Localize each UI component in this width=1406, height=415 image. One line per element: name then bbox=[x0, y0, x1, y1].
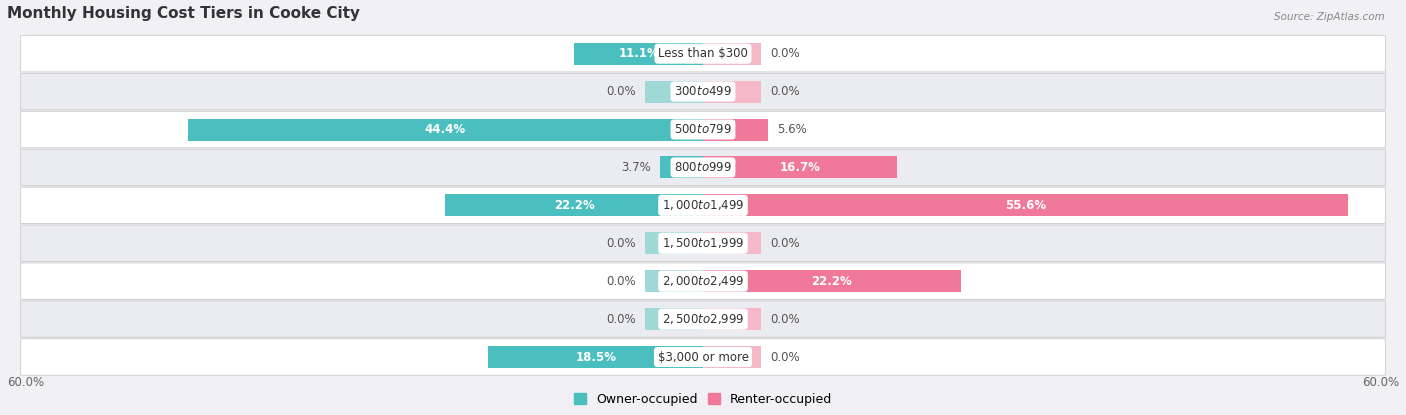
Text: $2,500 to $2,999: $2,500 to $2,999 bbox=[662, 312, 744, 326]
Text: 3.7%: 3.7% bbox=[621, 161, 651, 174]
Text: 0.0%: 0.0% bbox=[770, 237, 800, 250]
Text: $800 to $999: $800 to $999 bbox=[673, 161, 733, 174]
Bar bbox=[488, 346, 703, 368]
Bar bbox=[645, 270, 703, 292]
Text: 0.0%: 0.0% bbox=[770, 351, 800, 364]
Bar bbox=[659, 156, 703, 178]
Text: 18.5%: 18.5% bbox=[575, 351, 616, 364]
Text: 5.6%: 5.6% bbox=[778, 123, 807, 136]
Text: $3,000 or more: $3,000 or more bbox=[658, 351, 748, 364]
Bar bbox=[188, 119, 703, 141]
Bar bbox=[703, 156, 897, 178]
Bar bbox=[703, 270, 960, 292]
Text: 0.0%: 0.0% bbox=[606, 312, 636, 326]
FancyBboxPatch shape bbox=[21, 73, 1385, 110]
Legend: Owner-occupied, Renter-occupied: Owner-occupied, Renter-occupied bbox=[568, 388, 838, 411]
Bar bbox=[645, 308, 703, 330]
Bar bbox=[703, 194, 1348, 216]
Bar bbox=[446, 194, 703, 216]
Text: 0.0%: 0.0% bbox=[606, 275, 636, 288]
Text: 11.1%: 11.1% bbox=[619, 47, 659, 60]
Bar bbox=[703, 346, 761, 368]
Bar bbox=[645, 81, 703, 103]
Text: $1,000 to $1,499: $1,000 to $1,499 bbox=[662, 198, 744, 212]
Text: 0.0%: 0.0% bbox=[770, 312, 800, 326]
Text: 0.0%: 0.0% bbox=[770, 85, 800, 98]
FancyBboxPatch shape bbox=[21, 301, 1385, 337]
FancyBboxPatch shape bbox=[21, 149, 1385, 186]
Text: 22.2%: 22.2% bbox=[554, 199, 595, 212]
Text: 60.0%: 60.0% bbox=[7, 376, 44, 389]
FancyBboxPatch shape bbox=[21, 36, 1385, 72]
Text: $2,000 to $2,499: $2,000 to $2,499 bbox=[662, 274, 744, 288]
Text: Less than $300: Less than $300 bbox=[658, 47, 748, 60]
Text: 0.0%: 0.0% bbox=[606, 237, 636, 250]
Text: 44.4%: 44.4% bbox=[425, 123, 465, 136]
Text: 0.0%: 0.0% bbox=[606, 85, 636, 98]
Text: 16.7%: 16.7% bbox=[779, 161, 820, 174]
Text: $300 to $499: $300 to $499 bbox=[673, 85, 733, 98]
Text: $500 to $799: $500 to $799 bbox=[673, 123, 733, 136]
Bar bbox=[703, 43, 761, 65]
Bar bbox=[703, 81, 761, 103]
FancyBboxPatch shape bbox=[21, 187, 1385, 224]
Text: Source: ZipAtlas.com: Source: ZipAtlas.com bbox=[1274, 12, 1385, 22]
Bar bbox=[645, 232, 703, 254]
Text: 22.2%: 22.2% bbox=[811, 275, 852, 288]
Text: $1,500 to $1,999: $1,500 to $1,999 bbox=[662, 236, 744, 250]
Text: Monthly Housing Cost Tiers in Cooke City: Monthly Housing Cost Tiers in Cooke City bbox=[7, 6, 360, 21]
FancyBboxPatch shape bbox=[21, 111, 1385, 148]
Bar bbox=[574, 43, 703, 65]
Text: 60.0%: 60.0% bbox=[1362, 376, 1399, 389]
FancyBboxPatch shape bbox=[21, 225, 1385, 261]
Bar bbox=[703, 232, 761, 254]
Bar bbox=[703, 119, 768, 141]
FancyBboxPatch shape bbox=[21, 339, 1385, 375]
Bar bbox=[703, 308, 761, 330]
Text: 0.0%: 0.0% bbox=[770, 47, 800, 60]
FancyBboxPatch shape bbox=[21, 263, 1385, 299]
Text: 55.6%: 55.6% bbox=[1005, 199, 1046, 212]
